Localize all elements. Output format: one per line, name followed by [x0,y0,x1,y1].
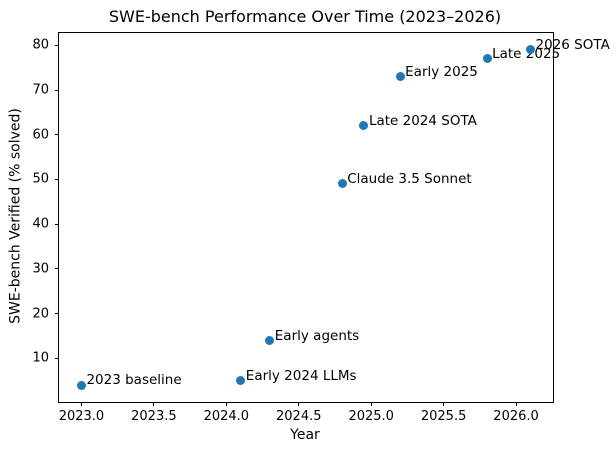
y-tick [55,268,59,270]
x-tick [298,402,300,406]
y-tick-label: 40 [32,216,49,232]
x-tick [370,402,372,406]
data-point [482,54,492,64]
y-tick [55,357,59,359]
x-tick [443,402,445,406]
y-tick-label: 20 [32,306,49,322]
x-tick [225,402,227,406]
data-point-label: Early agents [274,327,360,344]
x-tick-label: 2025.5 [420,409,467,424]
data-point-label: Late 2024 SOTA [368,112,477,129]
x-tick-label: 2024.0 [203,409,250,424]
data-point [337,179,347,189]
x-tick-label: 2023.5 [131,409,177,424]
data-point-label: Late 2025 [492,45,561,62]
x-tick-label: 2026.0 [493,409,539,424]
data-point [236,376,246,386]
data-point [359,121,369,131]
data-point-label: Early 2024 LLMs [245,367,357,384]
x-tick [80,402,82,406]
plot-area: 2023.0 2023.5 2024.0 2024.5 2025.0 2025.5 2026… [32,32,610,424]
data-point [526,45,536,55]
data-point-label: Claude 3.5 Sonnet [347,170,472,187]
chart-title: SWE-bench Performance Over Time (2023–20… [108,7,502,26]
x-tick-label: 2024.5 [276,409,322,424]
y-tick-label: 70 [32,82,49,98]
data-point-label: 2026 SOTA [535,36,610,53]
y-tick-label: 30 [32,261,49,277]
x-tick-label: 2025.0 [348,409,394,424]
data-point [76,380,86,390]
data-point-label: Early 2025 [405,63,478,80]
y-tick [55,313,59,315]
x-axis-label: Year [290,427,320,443]
y-tick [55,89,59,91]
data-point [265,336,275,345]
y-tick-label: 10 [32,350,49,366]
x-tick-label: 2023.0 [58,409,105,424]
y-tick-label: 60 [32,127,49,143]
data-point [395,72,405,82]
x-tick [515,402,517,406]
y-axis-label: SWE-bench Verified (% solved) [7,108,24,324]
y-tick [55,44,59,46]
y-tick-label: 80 [32,37,49,53]
data-point-label: 2023 baseline [86,372,182,389]
x-tick [153,402,155,406]
y-tick-label: 50 [32,171,49,187]
y-tick [55,223,59,225]
y-tick [55,134,59,136]
y-tick [55,178,59,180]
